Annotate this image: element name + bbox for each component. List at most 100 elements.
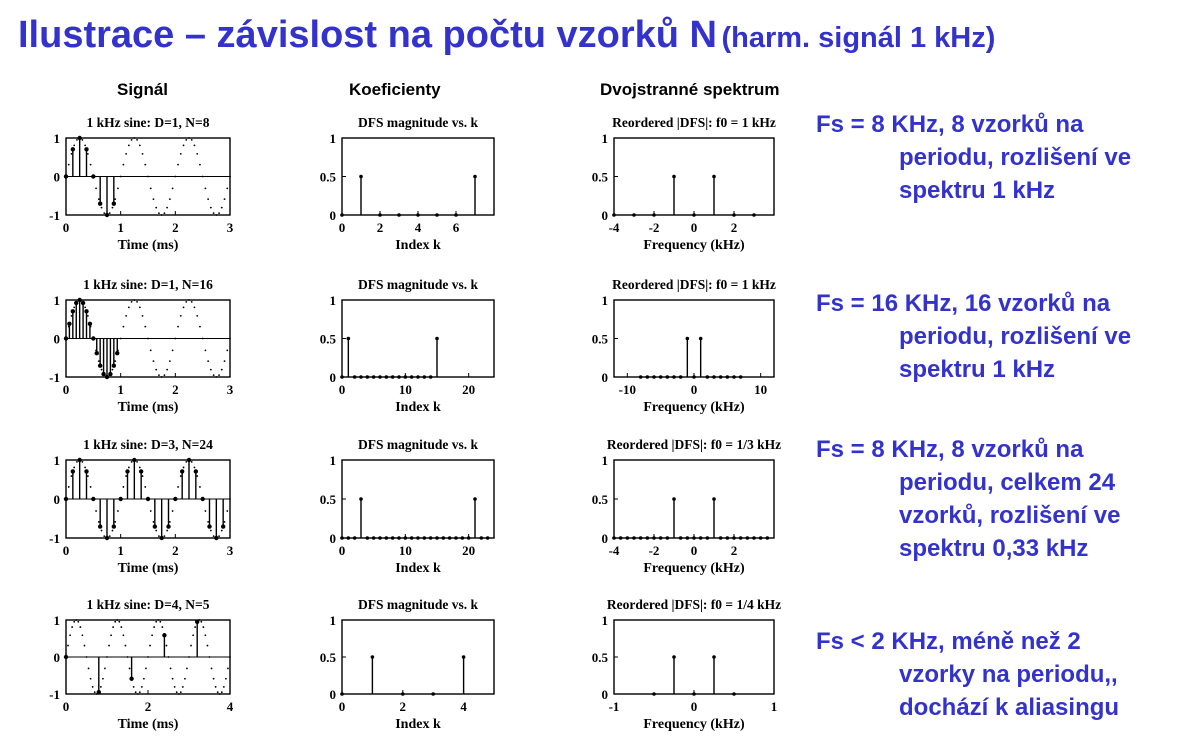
coefficient-point <box>638 375 643 379</box>
sine-dot <box>122 486 125 488</box>
sine-dot <box>190 461 193 463</box>
coefficient-point <box>340 692 344 696</box>
x-tick-label: 3 <box>227 382 234 397</box>
sine-dot <box>112 626 115 628</box>
sine-dot <box>201 337 204 340</box>
x-tick-label: 3 <box>227 220 234 235</box>
x-tick-label: 1 <box>117 220 124 235</box>
coefficient-point <box>652 213 656 217</box>
coefficient-point <box>658 375 663 379</box>
x-tick-label: 1 <box>771 699 778 714</box>
sample-point <box>104 535 110 541</box>
coefficient-point <box>461 655 466 659</box>
coefficient-point <box>473 497 477 501</box>
sine-dot <box>136 693 139 695</box>
coefficient-point <box>346 536 351 540</box>
sample-point <box>108 371 113 377</box>
x-tick-label: 10 <box>399 382 412 397</box>
sample-point <box>91 336 96 341</box>
coefficient-point <box>705 375 710 379</box>
sine-dot <box>212 374 215 377</box>
sine-dot <box>226 349 229 352</box>
sine-dot <box>207 521 210 523</box>
plot-frame <box>341 299 495 378</box>
sine-dot <box>199 163 201 166</box>
x-tick-label: 0 <box>339 699 346 714</box>
sine-dot <box>149 510 152 512</box>
sine-dot <box>185 138 188 141</box>
coefficient-point <box>612 213 616 217</box>
sine-dot <box>95 510 97 512</box>
coefficient-point <box>718 536 723 540</box>
sine-dot <box>89 486 92 488</box>
coefficient-point <box>745 536 750 540</box>
sample-point <box>118 496 123 502</box>
x-axis-label: Time (ms) <box>118 561 179 576</box>
sine-dot <box>158 212 160 215</box>
sine-dot <box>91 686 94 688</box>
sine-dot <box>166 206 169 209</box>
x-tick-label: -1 <box>609 699 620 714</box>
page-title: Ilustrace – závislost na počtu vzorků N … <box>18 14 995 57</box>
chart-title: 1 kHz sine: D=3, N=24 <box>83 437 213 452</box>
sine-dot <box>193 466 196 469</box>
y-tick-label: -1 <box>49 531 60 546</box>
sine-dot <box>119 175 122 178</box>
coefficient-point <box>758 536 763 540</box>
sine-dot <box>126 656 129 658</box>
sine-dot <box>171 677 174 680</box>
chart-title: Reordered |DFS|: f0 = 1 kHz <box>612 277 776 292</box>
sine-dot <box>136 461 138 463</box>
sine-dot <box>140 686 143 688</box>
coefficient-point <box>738 536 743 540</box>
sine-dot <box>81 634 84 637</box>
sine-dot <box>163 212 166 215</box>
sine-dot <box>97 521 100 523</box>
sine-dot <box>207 198 210 201</box>
description-line: dochází k aliasingu <box>899 694 1120 721</box>
sine-dot <box>177 163 179 166</box>
sine-dot <box>147 175 149 178</box>
plot-frame <box>613 137 775 216</box>
sine-dot <box>152 198 155 201</box>
sample-point <box>159 535 164 541</box>
coefficient-point <box>752 213 756 217</box>
sine-dot <box>73 306 76 309</box>
sine-dot <box>70 475 73 477</box>
sine-dot <box>86 152 89 155</box>
coefficient-point <box>692 213 696 217</box>
sample-point <box>166 524 171 529</box>
sample-point <box>162 633 167 638</box>
sine-dot <box>83 644 86 647</box>
sine-dot <box>220 691 223 694</box>
sine-dot <box>144 163 147 166</box>
sine-dot <box>127 466 130 469</box>
sine-dot <box>223 360 226 363</box>
coefficient-point <box>705 536 710 540</box>
sample-point <box>104 374 110 380</box>
coefficient-point <box>652 692 656 696</box>
sine-dot <box>114 620 117 623</box>
coefficient-point <box>365 536 370 540</box>
coefficient-point <box>473 174 477 179</box>
sample-point <box>63 336 69 341</box>
x-axis-label: Index k <box>395 717 441 732</box>
sine-dot <box>99 686 102 688</box>
x-tick-label: 0 <box>63 382 70 397</box>
chart-title: DFS magnitude vs. k <box>358 597 479 612</box>
sine-dot <box>179 475 182 477</box>
y-tick-label: 0 <box>330 687 337 702</box>
sine-dot <box>177 325 179 328</box>
x-tick-label: 0 <box>691 699 698 714</box>
sine-dot <box>160 214 163 216</box>
sine-dot <box>229 498 231 500</box>
y-tick-label: 1 <box>54 453 61 468</box>
sample-point <box>77 457 82 463</box>
sine-dot <box>194 626 197 628</box>
coefficient-point <box>416 536 420 540</box>
coefficient-point <box>397 536 401 540</box>
y-tick-label: 0 <box>602 687 609 702</box>
coefficient-point <box>645 536 650 540</box>
coefficient-point <box>435 336 439 341</box>
sine-dot <box>71 626 74 628</box>
